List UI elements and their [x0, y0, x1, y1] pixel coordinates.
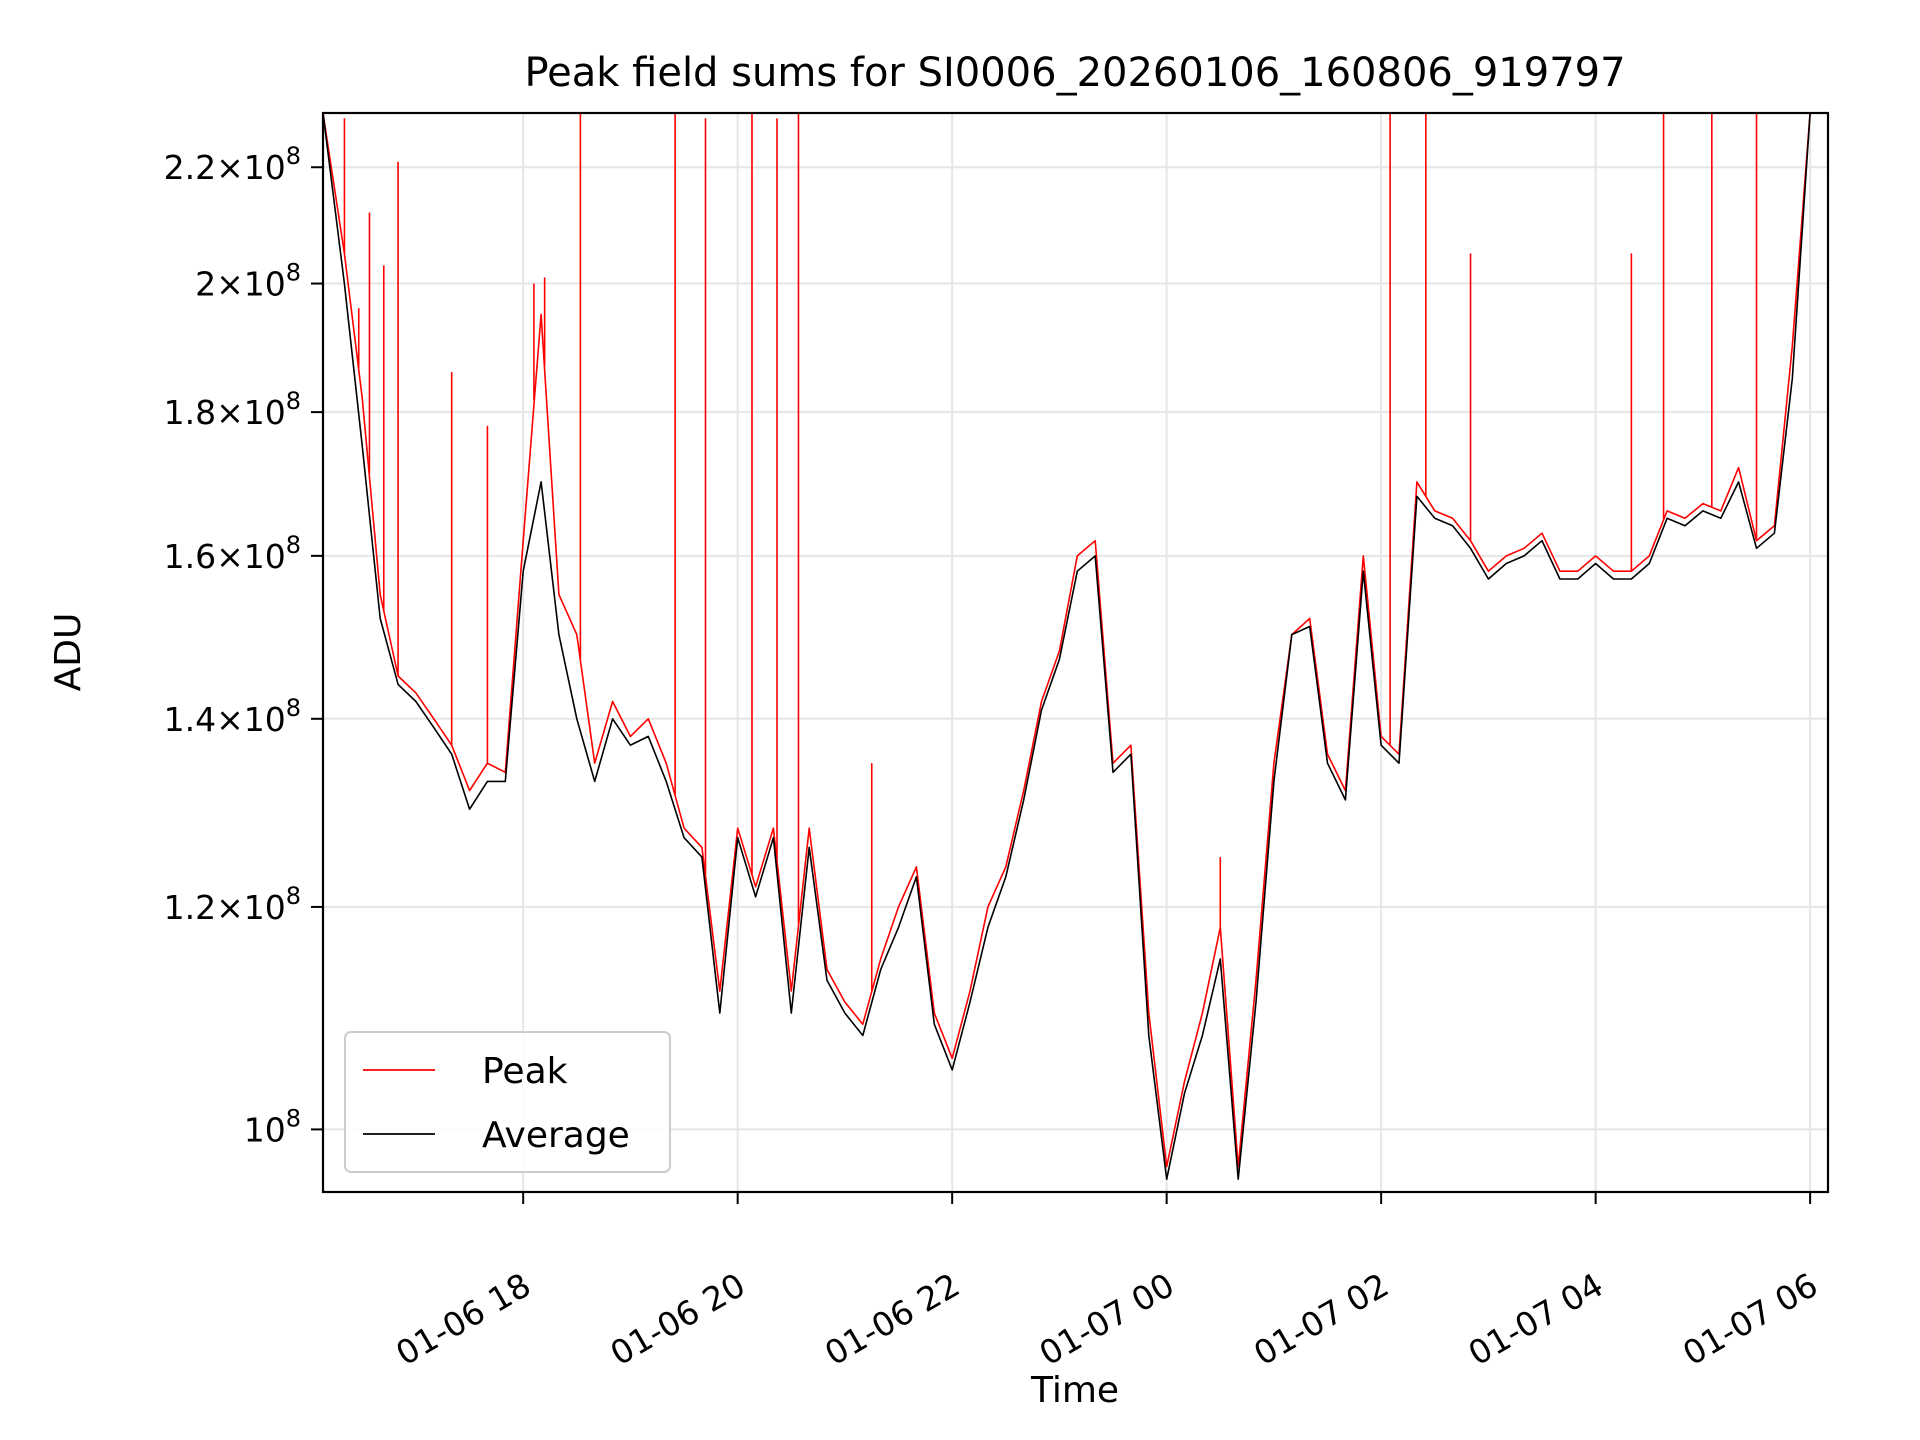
y-tick-label: 2.2×108	[164, 142, 301, 187]
y-tick-exponent: 8	[286, 694, 301, 722]
x-axis-label: Time	[1030, 1370, 1119, 1411]
series-line-average	[323, 113, 1828, 1180]
series-line-peak	[323, 113, 1828, 1168]
y-tick-base: 10	[244, 148, 286, 187]
series-group	[323, 113, 1828, 1180]
axes-frame	[321, 111, 1830, 1194]
y-tick-mantissa: 2	[195, 265, 216, 304]
y-tick-label: 1.8×108	[164, 387, 301, 432]
y-tick-base: 10	[244, 537, 286, 576]
plot-area	[323, 113, 1828, 1180]
y-tick-base: 10	[244, 1110, 286, 1149]
y-tick-label: 1.4×108	[164, 694, 301, 739]
y-tick-times: ×	[216, 537, 244, 576]
legend-box	[344, 1031, 671, 1173]
y-tick-times: ×	[216, 393, 244, 432]
y-tick-base: 10	[244, 888, 286, 927]
y-tick-base: 10	[244, 393, 286, 432]
y-tick-mantissa: 2.2	[164, 148, 216, 187]
legend: Peak Average	[344, 1031, 671, 1173]
y-tick-times: ×	[216, 265, 244, 304]
y-axis-label: ADU	[48, 613, 89, 692]
y-axis: 1081.2×1081.4×1081.6×1081.8×1082×1082.2×…	[164, 142, 323, 1149]
y-tick-times: ×	[216, 888, 244, 927]
y-tick-times: ×	[216, 148, 244, 187]
y-tick-base: 10	[244, 700, 286, 739]
y-tick-label: 1.6×108	[164, 531, 301, 576]
y-tick-exponent: 8	[286, 387, 301, 415]
y-tick-exponent: 8	[286, 259, 301, 287]
y-tick-mantissa: 1.6	[164, 537, 216, 576]
y-tick-exponent: 8	[286, 1104, 301, 1132]
y-tick-mantissa: 1.4	[164, 700, 216, 739]
y-tick-label: 1.2×108	[164, 882, 301, 927]
chart-title: Peak field sums for SI0006_20260106_1608…	[524, 50, 1625, 96]
legend-label-peak: Peak	[482, 1051, 568, 1092]
y-tick-label: 2×108	[195, 259, 301, 304]
y-tick-exponent: 8	[286, 882, 301, 910]
y-tick-label: 108	[244, 1104, 301, 1149]
y-tick-mantissa: 1.8	[164, 393, 216, 432]
y-tick-mantissa: 1.2	[164, 888, 216, 927]
y-tick-exponent: 8	[286, 531, 301, 559]
y-tick-times: ×	[216, 700, 244, 739]
y-tick-base: 10	[244, 265, 286, 304]
legend-label-average: Average	[482, 1115, 630, 1156]
y-tick-exponent: 8	[286, 142, 301, 170]
